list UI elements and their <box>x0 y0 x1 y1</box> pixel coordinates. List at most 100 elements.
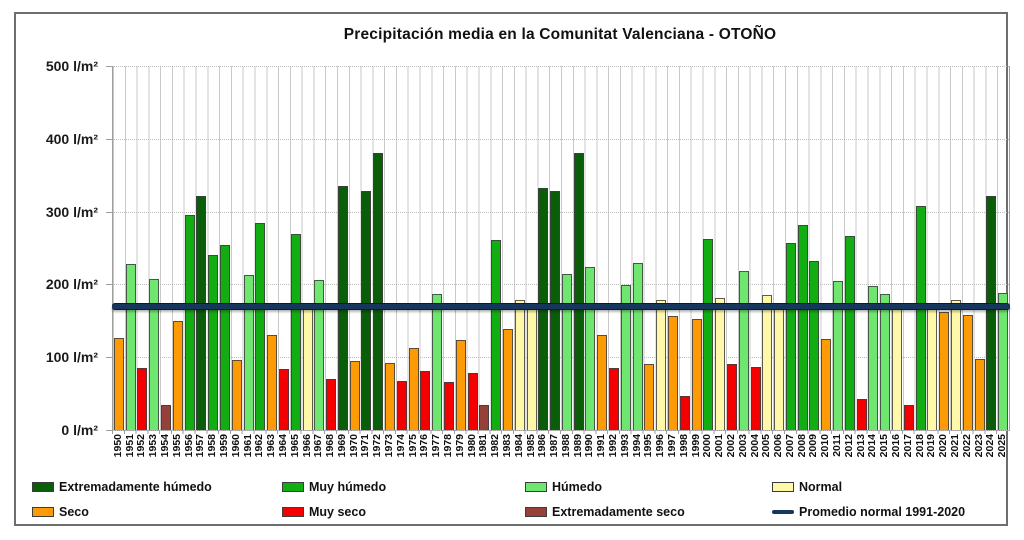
x-axis-label-2023: 2023 <box>972 434 985 458</box>
legend-label-humedo: Húmedo <box>552 480 602 494</box>
x-axis-label-1965: 1965 <box>288 434 301 458</box>
legend-item-muy_seco: Muy seco <box>282 505 366 519</box>
bar-1979 <box>455 339 466 430</box>
x-axis-label-1964: 1964 <box>276 434 289 458</box>
bar-2019 <box>927 307 938 430</box>
bar-1982 <box>491 240 502 430</box>
bar-2006 <box>774 304 785 430</box>
chart-title: Precipitación media en la Comunitat Vale… <box>343 26 777 43</box>
y-axis-tick-label: 400 l/m² <box>45 130 98 147</box>
x-axis-label-1962: 1962 <box>253 434 266 458</box>
x-axis-label-1967: 1967 <box>312 434 325 458</box>
bar-1959 <box>220 245 230 430</box>
bar-1954 <box>161 405 172 430</box>
x-axis-label-2018: 2018 <box>913 434 926 458</box>
x-axis-label-1950: 1950 <box>111 434 124 458</box>
y-axis-tick <box>106 66 112 67</box>
bar-1980 <box>467 373 478 430</box>
x-axis-label-1979: 1979 <box>453 434 466 458</box>
bar-2022 <box>962 314 973 430</box>
bar-1992 <box>609 368 620 430</box>
x-axis-label-1990: 1990 <box>583 434 596 458</box>
x-axis-label-1983: 1983 <box>500 434 513 458</box>
y-axis-tick <box>106 211 112 213</box>
x-axis-label-2020: 2020 <box>937 434 950 458</box>
bar-1985 <box>526 304 537 430</box>
bar-1970 <box>349 360 360 430</box>
bar-1973 <box>385 363 396 430</box>
x-axis-label-1969: 1969 <box>335 434 348 458</box>
x-axis-label-2009: 2009 <box>807 434 820 458</box>
x-axis-label-2002: 2002 <box>724 434 737 458</box>
y-axis-tick-label: 200 l/m² <box>45 276 98 293</box>
bar-1987 <box>550 191 561 430</box>
x-axis-label-1988: 1988 <box>559 434 572 458</box>
x-axis-label-2003: 2003 <box>736 434 749 458</box>
x-axis-label-1980: 1980 <box>465 434 478 458</box>
x-axis-label-2014: 2014 <box>866 434 879 458</box>
x-axis-label-1961: 1961 <box>241 434 254 458</box>
y-axis-tick-label: 0 l/m² <box>61 422 98 438</box>
legend-item-normal: Normal <box>772 480 842 494</box>
bar-2017 <box>903 404 914 430</box>
x-axis-label-1997: 1997 <box>666 434 678 458</box>
bar-1966 <box>302 304 313 430</box>
x-axis-label-2024: 2024 <box>984 434 997 458</box>
legend-swatch-seco <box>32 507 54 517</box>
bar-1971 <box>361 191 372 430</box>
bar-2005 <box>762 294 773 430</box>
x-axis-label-1954: 1954 <box>159 434 172 458</box>
bar-1993 <box>620 285 631 430</box>
x-axis-ticks <box>112 430 1008 434</box>
x-axis-label-1993: 1993 <box>618 434 631 458</box>
x-axis-label-1953: 1953 <box>147 434 160 458</box>
x-axis-label-2007: 2007 <box>783 434 796 458</box>
legend-label-seco: Seco <box>59 505 89 519</box>
bar-2014 <box>868 285 879 430</box>
bar-2016 <box>892 309 902 430</box>
legend-swatch-extremadamente_humedo <box>32 482 54 492</box>
bar-1988 <box>561 274 572 430</box>
bar-2009 <box>809 261 820 430</box>
legend-item-promedio: Promedio normal 1991-2020 <box>772 505 965 519</box>
x-axis-label-1956: 1956 <box>182 434 195 458</box>
legend-swatch-humedo <box>525 482 547 492</box>
legend-swatch-extremadamente_seco <box>525 507 547 517</box>
x-axis-label-1963: 1963 <box>265 434 278 458</box>
bar-1964 <box>278 368 289 430</box>
x-axis-label-1957: 1957 <box>194 434 207 458</box>
bar-1963 <box>267 335 278 430</box>
legend-item-seco: Seco <box>32 505 89 519</box>
y-axis-tick <box>106 138 112 140</box>
bar-2018 <box>915 205 926 430</box>
x-axis-label-1960: 1960 <box>229 434 242 458</box>
bar-1958 <box>208 254 219 430</box>
x-axis-label-1998: 1998 <box>677 434 690 458</box>
x-axis-label-1976: 1976 <box>418 434 431 458</box>
x-axis-label-1999: 1999 <box>689 434 702 458</box>
gridline <box>113 211 1009 213</box>
y-axis-tick <box>106 357 112 359</box>
x-axis-label-2017: 2017 <box>901 434 914 458</box>
legend-label-extremadamente_seco: Extremadamente seco <box>552 505 685 519</box>
legend-swatch-promedio <box>772 510 794 514</box>
y-axis-tick <box>106 430 112 431</box>
x-axis-label-2021: 2021 <box>948 434 961 458</box>
legend-label-extremadamente_humedo: Extremadamente húmedo <box>59 480 212 494</box>
legend-item-muy_humedo: Muy húmedo <box>282 480 386 494</box>
promedio-normal-line <box>112 303 1010 310</box>
x-axis-label-1972: 1972 <box>371 434 384 458</box>
bar-1975 <box>408 348 419 430</box>
legend-label-muy_humedo: Muy húmedo <box>309 480 387 494</box>
bar-2024 <box>986 195 997 430</box>
x-axis-label-1971: 1971 <box>359 434 372 458</box>
bar-2008 <box>797 224 808 430</box>
x-axis-label-1975: 1975 <box>406 434 419 458</box>
legend-swatch-muy_humedo <box>282 482 304 492</box>
bar-1950 <box>113 337 124 430</box>
bar-2002 <box>726 364 737 430</box>
x-axis-label-1966: 1966 <box>300 434 313 458</box>
bar-1953 <box>149 279 160 430</box>
bar-2000 <box>703 239 714 430</box>
